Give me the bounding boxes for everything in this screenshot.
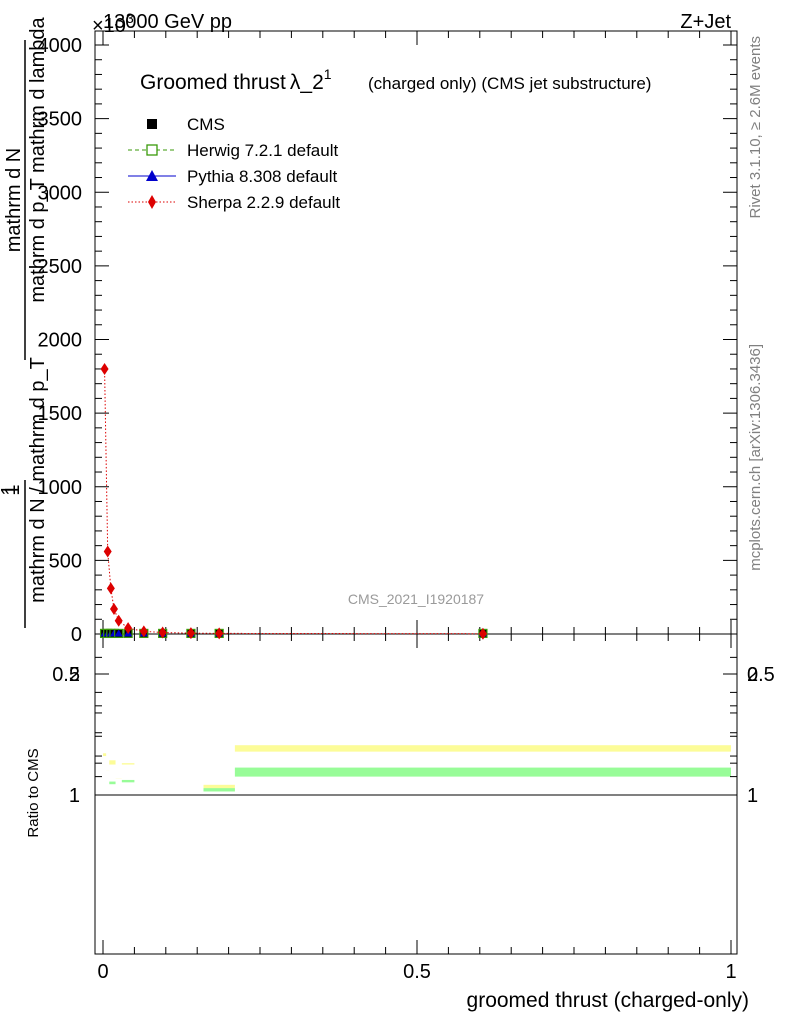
ratio-axis-ticks — [95, 634, 737, 954]
ratio-axis-label: Ratio to CMS — [25, 748, 42, 837]
y-tick-label: 1000 — [38, 477, 83, 499]
x-axis-label: groomed thrust (charged-only) — [467, 989, 749, 1012]
ratio-total-band — [203, 784, 235, 792]
ratio-tick-label: 0.5 — [52, 664, 80, 686]
x-tick-labels: 0 0.5 1 — [97, 961, 736, 983]
y-axis-label-den-2: mathrm d p_T mathrm d lambda — [27, 16, 49, 302]
sherpa-point — [109, 602, 118, 615]
y-exponent-label: ×103 — [92, 10, 134, 37]
y-tick-label: 3500 — [38, 109, 83, 131]
x-tick-label: 1 — [725, 961, 736, 983]
y-axis-label-den-1: mathrm d N / mathrm d p_T — [27, 357, 49, 603]
ratio-tick-label: 1 — [69, 785, 80, 807]
sherpa-point — [124, 622, 133, 635]
sherpa-point — [478, 627, 487, 640]
legend-marker-cms — [147, 119, 157, 129]
sherpa-point — [215, 627, 224, 640]
plot-title-suffix: (charged only) (CMS jet substructure) — [368, 74, 651, 93]
ratio-total-band — [121, 763, 135, 765]
sherpa-point — [158, 626, 167, 639]
legend-label-herwig: Herwig 7.2.1 default — [187, 141, 338, 160]
ratio-stat-band — [234, 767, 731, 777]
sherpa-point — [100, 362, 109, 375]
rivet-version-label: Rivet 3.1.10, ≥ 2.6M events — [747, 36, 764, 219]
y-tick-label: 3000 — [38, 182, 83, 204]
ratio-tick-label-right: 0.5 — [747, 664, 775, 686]
y-axis-label-top: 1 — [0, 484, 20, 495]
analysis-label: CMS_2021_I1920187 — [348, 591, 484, 607]
header-energy: 13000 GeV pp — [103, 11, 232, 33]
sherpa-point — [103, 545, 112, 558]
mcplots-label: mcplots.cern.ch [arXiv:1306.3436] — [747, 344, 764, 571]
main-axis-ticks — [95, 31, 737, 635]
legend-markers — [128, 119, 176, 209]
ratio-tick-label-right: 2 — [747, 664, 758, 686]
x-tick-label: 0 — [97, 961, 108, 983]
y-tick-label: 500 — [49, 550, 82, 572]
sherpa-point — [114, 614, 123, 627]
ratio-stat-band — [203, 788, 235, 792]
legend-label-sherpa: Sherpa 2.2.9 default — [187, 193, 340, 212]
y-tick-label: 1500 — [38, 403, 83, 425]
ratio-tick-labels: 0.5 0.5 1 1 2 2 — [52, 664, 775, 807]
series-layer — [99, 362, 488, 640]
ratio-bands — [103, 740, 731, 792]
header-process: Z+Jet — [680, 11, 731, 33]
y-tick-label: 0 — [71, 624, 82, 646]
legend-marker-pythia — [146, 170, 158, 181]
y-tick-label: 4000 — [38, 35, 83, 57]
sherpa-point — [106, 582, 115, 595]
y-tick-label: 2000 — [38, 330, 83, 352]
sherpa-line — [104, 368, 483, 635]
ratio-total-band — [234, 745, 731, 752]
legend-marker-herwig — [146, 144, 158, 156]
ratio-stat-band — [109, 781, 116, 785]
ratio-stat-band — [121, 779, 135, 783]
ratio-total-band — [109, 760, 116, 765]
ratio-tick-label: 2 — [69, 664, 80, 686]
ratio-tick-label-right: 1 — [747, 785, 758, 807]
y-tick-labels: 500 1000 1500 2000 2500 3000 3500 4000 — [38, 35, 83, 572]
ratio-plot-frame — [94, 633, 738, 955]
sherpa-point — [186, 627, 195, 640]
legend-marker-sherpa — [148, 195, 156, 209]
sherpa-point — [139, 625, 148, 638]
x-tick-label: 0.5 — [403, 961, 431, 983]
ratio-total-band — [103, 753, 107, 757]
legend-label-pythia: Pythia 8.308 default — [187, 167, 338, 186]
plot-title: Groomed thrust λ_21 — [140, 66, 332, 94]
legend-label-cms: CMS — [187, 115, 225, 134]
pythia-point — [114, 629, 123, 637]
y-axis-label-top-fraction: 1 — [2, 484, 24, 495]
y-axis-label-numerator: mathrm d N — [3, 148, 25, 252]
y-tick-label: 2500 — [38, 256, 83, 278]
